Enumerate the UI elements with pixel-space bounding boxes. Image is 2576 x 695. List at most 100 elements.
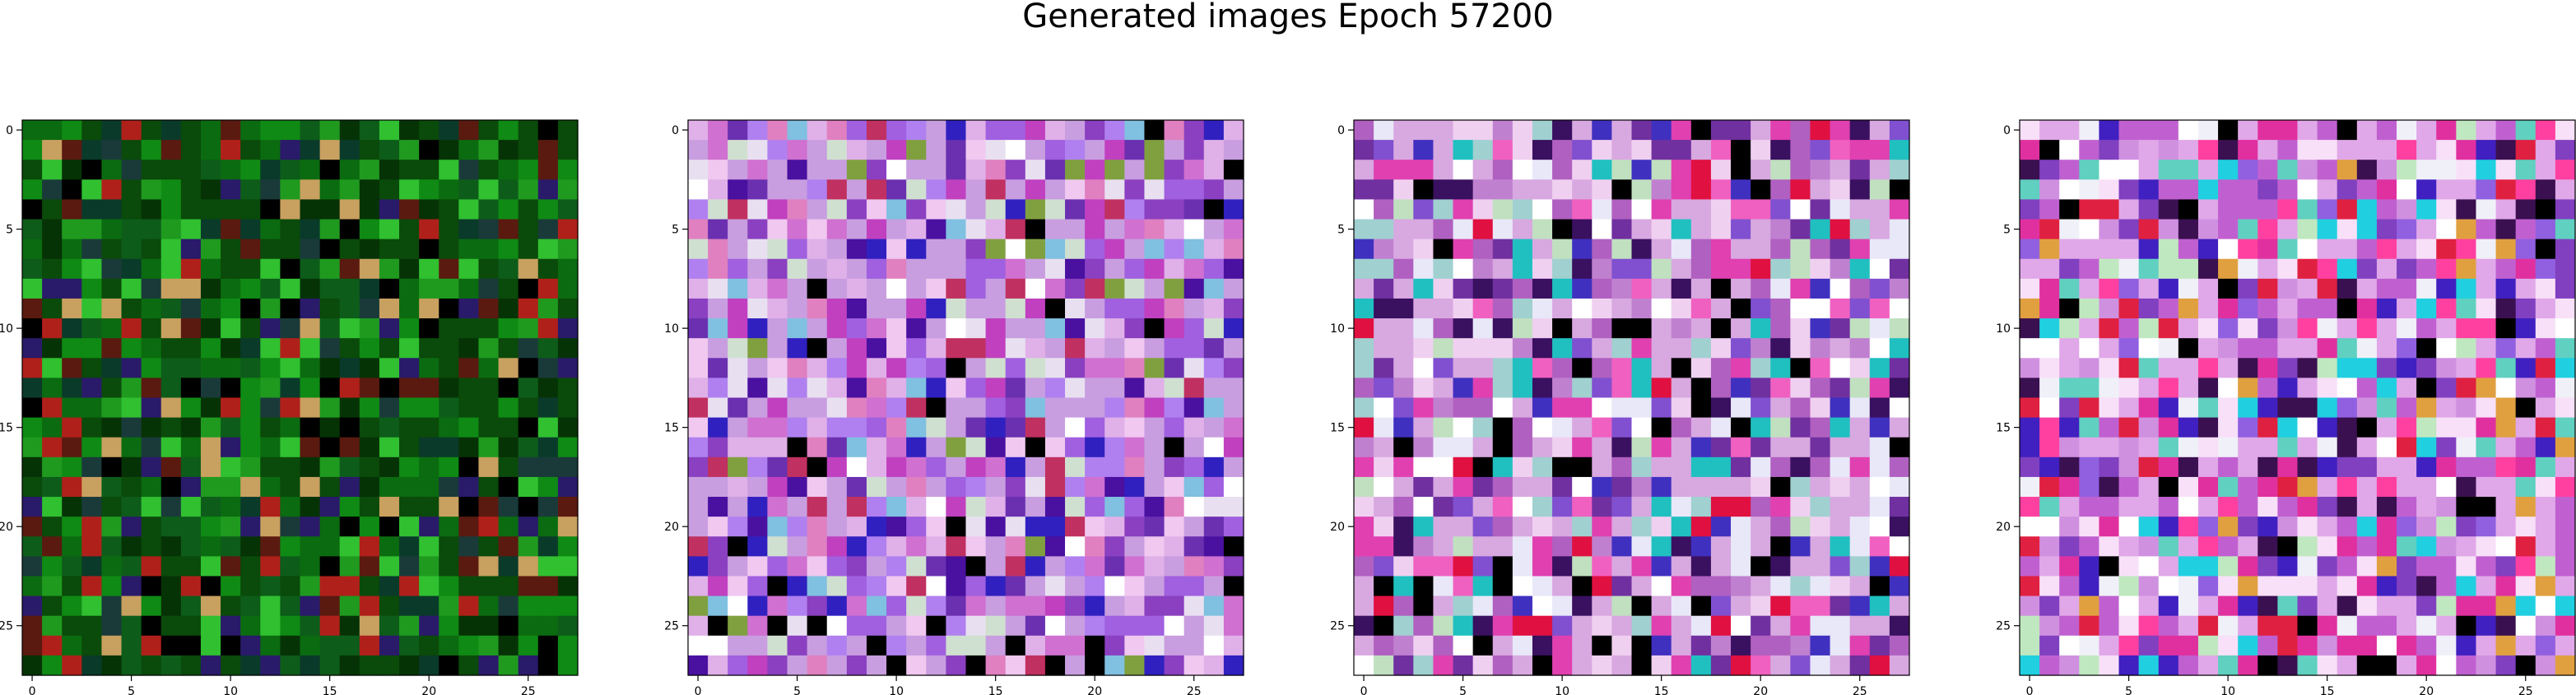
pixel-cell bbox=[2416, 258, 2437, 280]
pixel-cell bbox=[2495, 160, 2517, 180]
pixel-cell bbox=[1433, 536, 1454, 557]
pixel-cell bbox=[1671, 595, 1692, 617]
pixel-cell bbox=[807, 417, 828, 438]
pixel-cell bbox=[1472, 298, 1494, 319]
pixel-cell bbox=[1433, 278, 1454, 299]
pixel-cell bbox=[419, 655, 439, 676]
pixel-cell bbox=[62, 595, 82, 617]
pixel-cell bbox=[1492, 556, 1514, 577]
pixel-cell bbox=[359, 655, 380, 676]
pixel-cell bbox=[1104, 497, 1125, 517]
pixel-cell bbox=[1413, 318, 1434, 339]
pixel-cell bbox=[1144, 219, 1165, 240]
pixel-cell bbox=[2476, 140, 2497, 160]
pixel-cell bbox=[2178, 536, 2199, 557]
pixel-cell bbox=[1183, 456, 1205, 478]
pixel-cell bbox=[458, 338, 480, 359]
pixel-cell bbox=[439, 199, 459, 220]
pixel-cell bbox=[2039, 120, 2060, 141]
pixel-cell bbox=[2059, 378, 2080, 399]
pixel-cell bbox=[906, 397, 927, 419]
pixel-cell bbox=[846, 179, 867, 201]
pixel-cell bbox=[708, 655, 728, 676]
pixel-cell bbox=[1203, 517, 1225, 537]
pixel-cell bbox=[1512, 456, 1533, 478]
pixel-cell bbox=[2436, 120, 2457, 141]
pixel-cell bbox=[62, 258, 82, 280]
pixel-cell bbox=[2059, 397, 2080, 419]
pixel-cell bbox=[359, 278, 380, 299]
pixel-cell bbox=[2059, 199, 2080, 220]
pixel-cell bbox=[926, 655, 946, 676]
pixel-cell bbox=[1223, 258, 1244, 280]
pixel-cell bbox=[926, 140, 946, 160]
pixel-cell bbox=[339, 219, 360, 240]
pixel-cell bbox=[557, 298, 579, 319]
pixel-cell bbox=[1810, 615, 1831, 637]
pixel-cell bbox=[2020, 536, 2040, 557]
pixel-cell bbox=[537, 258, 559, 280]
pixel-cell bbox=[2535, 595, 2556, 617]
pixel-cell bbox=[965, 199, 987, 220]
pixel-cell bbox=[1433, 140, 1454, 160]
pixel-cell bbox=[2397, 655, 2417, 676]
pixel-cell bbox=[2456, 179, 2477, 201]
pixel-cell bbox=[1164, 199, 1185, 220]
pixel-cell bbox=[1631, 160, 1653, 180]
pixel-cell bbox=[1592, 655, 1612, 676]
pixel-cell bbox=[1203, 120, 1225, 141]
pixel-cell bbox=[2317, 397, 2338, 419]
pixel-cell bbox=[1453, 536, 1474, 557]
pixel-cell bbox=[2099, 595, 2120, 617]
pixel-cell bbox=[339, 179, 360, 201]
pixel-cell bbox=[537, 556, 559, 577]
pixel-cell bbox=[1354, 378, 1374, 399]
pixel-cell bbox=[419, 298, 439, 319]
pixel-cell bbox=[42, 199, 63, 220]
pixel-cell bbox=[2079, 199, 2100, 220]
pixel-cell bbox=[1512, 556, 1533, 577]
pixel-cell bbox=[1223, 278, 1244, 299]
pixel-cell bbox=[121, 219, 142, 240]
pixel-cell bbox=[1770, 179, 1791, 201]
pixel-cell bbox=[141, 595, 162, 617]
pixel-cell bbox=[1085, 635, 1105, 656]
pixel-cell bbox=[1164, 536, 1185, 557]
pixel-cell bbox=[2436, 615, 2457, 637]
pixel-cell bbox=[1354, 140, 1374, 160]
pixel-cell bbox=[1183, 318, 1205, 339]
pixel-cell bbox=[2476, 358, 2497, 378]
pixel-cell bbox=[767, 437, 788, 458]
pixel-cell bbox=[2118, 576, 2140, 597]
pixel-cell bbox=[42, 595, 63, 617]
y-tick-label: 5 bbox=[2003, 224, 2011, 237]
pixel-cell bbox=[1354, 576, 1374, 597]
pixel-cell bbox=[1849, 258, 1871, 280]
pixel-cell bbox=[101, 239, 123, 260]
pixel-cell bbox=[22, 417, 43, 438]
pixel-cell bbox=[1025, 338, 1046, 359]
pixel-cell bbox=[2376, 437, 2397, 458]
pixel-cell bbox=[1164, 437, 1185, 458]
pixel-cell bbox=[985, 358, 1007, 378]
pixel-cell bbox=[1690, 358, 1712, 378]
pixel-cell bbox=[1710, 140, 1732, 160]
pixel-cell bbox=[1413, 338, 1434, 359]
pixel-cell bbox=[2317, 615, 2338, 637]
pixel-cell bbox=[1065, 397, 1086, 419]
pixel-cell bbox=[518, 536, 539, 557]
pixel-cell bbox=[1005, 140, 1026, 160]
pixel-cell bbox=[2456, 635, 2477, 656]
pixel-cell bbox=[2178, 258, 2199, 280]
pixel-cell bbox=[1651, 655, 1672, 676]
pixel-cell bbox=[688, 318, 709, 339]
pixel-cell bbox=[200, 258, 221, 280]
pixel-cell bbox=[1472, 378, 1494, 399]
pixel-cell bbox=[1044, 258, 1066, 280]
pixel-cell bbox=[747, 456, 769, 478]
pixel-cell bbox=[319, 140, 341, 160]
pixel-cell bbox=[419, 318, 439, 339]
pixel-cell bbox=[1651, 417, 1672, 438]
pixel-cell bbox=[280, 258, 301, 280]
